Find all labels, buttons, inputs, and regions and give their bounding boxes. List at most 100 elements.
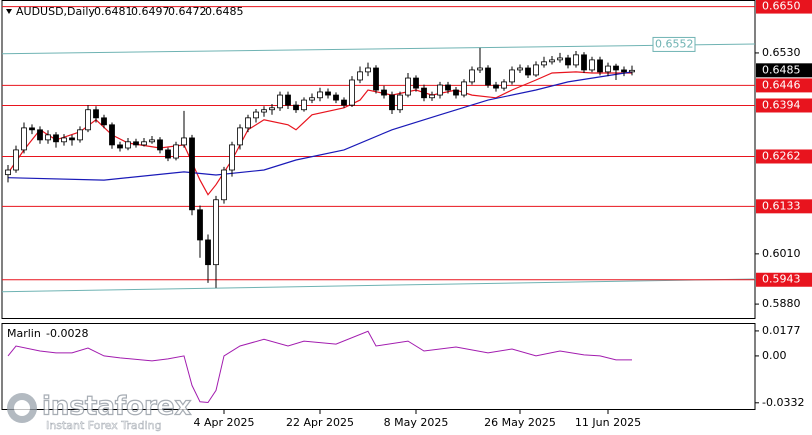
level-box: [756, 98, 812, 113]
level-box: [756, 149, 812, 164]
indicator-frame: [1, 323, 756, 410]
candle-body: [245, 117, 251, 129]
x-tick-label: 8 May 2025: [384, 416, 449, 429]
x-tick-label: 11 Jun 2025: [575, 416, 641, 429]
channel-line: [1, 43, 756, 55]
candle-body: [165, 149, 171, 159]
candle-body: [621, 69, 627, 73]
candle-body: [181, 137, 187, 146]
open-value: 0.6481: [94, 5, 133, 18]
candle-body: [445, 84, 451, 91]
candle-body: [93, 109, 99, 119]
candle-body: [5, 169, 11, 176]
level-box: [756, 78, 812, 93]
candle-body: [133, 141, 139, 146]
candle-body: [101, 117, 107, 126]
candle-body: [629, 69, 635, 73]
level-label: 0.5943: [762, 273, 801, 286]
indicator-value: -0.0028: [46, 327, 88, 340]
level-box: [756, 272, 812, 287]
candle-body: [605, 65, 611, 73]
candle-body: [397, 94, 403, 111]
candle-body: [45, 134, 51, 141]
candle-body: [309, 97, 315, 101]
candle-body: [173, 144, 179, 159]
candle-body: [333, 94, 339, 101]
candle-body: [149, 139, 155, 143]
candle-body: [269, 107, 275, 111]
candle-body: [205, 239, 211, 266]
candle-body: [365, 67, 371, 73]
channel-label: 0.6552: [655, 37, 694, 50]
candle-body: [549, 59, 555, 63]
candle-body: [61, 137, 67, 143]
candle-body: [565, 57, 571, 66]
candle-body: [125, 141, 131, 149]
candle-body: [381, 89, 387, 96]
candle-body: [325, 91, 331, 96]
candle-body: [253, 111, 259, 119]
indicator-tick-label: -0.0332: [762, 396, 804, 409]
main-frame: [1, 0, 756, 319]
x-tick-label: 26 May 2025: [484, 416, 556, 429]
candle-body: [533, 64, 539, 76]
high-value: 0.6497: [131, 5, 170, 18]
candle-body: [597, 59, 603, 73]
candle-body: [477, 67, 483, 71]
candle-body: [501, 81, 507, 89]
candle-body: [613, 65, 619, 71]
candle-body: [301, 99, 307, 111]
candle-body: [77, 129, 83, 141]
candle-body: [581, 54, 587, 71]
candle-body: [237, 127, 243, 146]
candle-body: [429, 94, 435, 99]
candle-body: [573, 54, 579, 66]
candle-body: [213, 199, 219, 266]
candle-body: [229, 144, 235, 171]
logo-icon-inner: [14, 400, 30, 416]
candle-body: [277, 94, 283, 109]
candle-body: [461, 81, 467, 96]
close-value: 0.6485: [205, 5, 244, 18]
candle-body: [469, 69, 475, 83]
watermark-tagline: Instant Forex Trading: [46, 419, 162, 432]
current-price-box: [756, 63, 812, 78]
candle-body: [517, 67, 523, 71]
x-tick-label: 4 Apr 2025: [193, 416, 254, 429]
indicator-line: [7, 330, 632, 404]
candle-body: [285, 94, 291, 106]
candle-body: [557, 57, 563, 61]
candle-body: [509, 69, 515, 83]
candle-body: [261, 109, 267, 113]
candle-body: [349, 79, 355, 106]
channel-line: [1, 278, 756, 293]
watermark-brand: instaforex: [42, 392, 192, 422]
candle-body: [109, 124, 115, 146]
watermark: instaforex Instant Forex Trading: [7, 391, 192, 432]
candle-body: [157, 139, 163, 151]
candle-body: [37, 129, 43, 141]
candle-body: [525, 67, 531, 76]
chart-title: AUDUSD,Daily: [16, 5, 95, 18]
candle-body: [341, 99, 347, 106]
candle-body: [493, 84, 499, 89]
candle-body: [541, 61, 547, 66]
candle-body: [117, 144, 123, 149]
candle-body: [405, 77, 411, 96]
x-tick-label: 22 Apr 2025: [286, 416, 354, 429]
level-label: 0.6133: [762, 199, 801, 212]
candle-body: [485, 67, 491, 86]
candle-body: [189, 137, 195, 211]
candle-body: [357, 71, 363, 81]
candle-body: [421, 87, 427, 99]
indicator-tick-label: 0.00: [762, 349, 787, 362]
candle-body: [141, 141, 147, 146]
candle-body: [21, 127, 27, 151]
candle-body: [589, 59, 595, 71]
candle-body: [437, 84, 443, 96]
candle-body: [317, 91, 323, 99]
candle-body: [197, 209, 203, 241]
